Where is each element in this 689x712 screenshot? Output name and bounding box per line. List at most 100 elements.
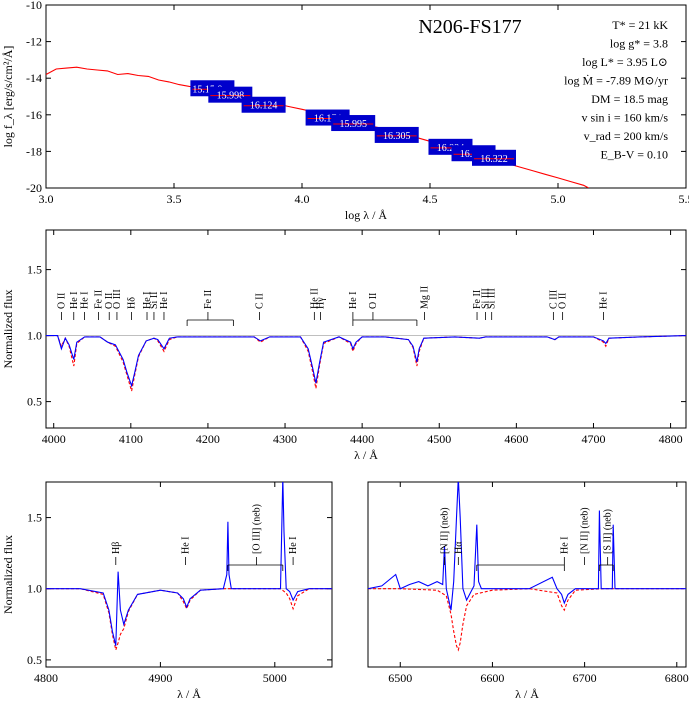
y-tick-label: -10 xyxy=(26,0,42,12)
line-id: C II xyxy=(255,293,266,320)
line-id-label: Mg II xyxy=(420,286,431,309)
line-id: Fe II xyxy=(93,290,104,320)
photometry-label: 16.305 xyxy=(383,131,411,142)
line-id: Fe II xyxy=(186,290,234,326)
x-tick-label: 5.0 xyxy=(551,192,566,206)
photometry-box xyxy=(331,115,376,132)
x-tick-label: 4700 xyxy=(581,432,605,446)
line-id-label: O II xyxy=(104,293,115,309)
line-id: O II xyxy=(56,293,67,320)
line-id: [O III] (neb) xyxy=(227,504,284,571)
y-tick-label: -16 xyxy=(26,108,42,122)
y-tick-label: 1.5 xyxy=(27,263,42,277)
x-tick-label: 6600 xyxy=(480,671,504,685)
parameter-8: E_B-V = 0.10 xyxy=(600,148,668,162)
x-tick-label: 4900 xyxy=(148,671,172,685)
x-axis-label: λ / Å xyxy=(177,687,201,701)
x-axis-label: λ / Å xyxy=(354,448,378,462)
line-id-label: O III xyxy=(112,289,123,309)
parameter-4: log Ṁ = -7.89 M⊙/yr xyxy=(564,74,668,88)
chart-panel-1: 3.0 3.5 4.0 4.5 5.0 5.5 -10 -12 -14 -16 -18 -20 log … xyxy=(1,0,689,222)
line-id-label: He I xyxy=(142,292,153,310)
series-line-model xyxy=(46,588,332,653)
photometry-point: 16.322 xyxy=(472,149,516,166)
line-id: He II xyxy=(309,288,320,320)
line-id: Hγ xyxy=(316,297,327,320)
line-id-label: O II xyxy=(56,293,67,309)
line-id: He I xyxy=(159,292,170,320)
chart-panel-3: 4800 4900 5000 0.5 1.0 1.5 λ / Å Normalized flu… xyxy=(1,481,333,701)
line-id-label: C II xyxy=(255,293,266,309)
line-id: He I xyxy=(288,537,299,565)
series-line-observed xyxy=(368,482,686,611)
x-tick-label: 3.0 xyxy=(39,192,54,206)
line-id: Hδ xyxy=(127,297,138,320)
photometry-point: 16.124 xyxy=(241,96,286,113)
line-id: He I xyxy=(80,292,91,320)
line-id-label: Hγ xyxy=(316,297,327,309)
parameter-5: DM = 18.5 mag xyxy=(591,92,668,106)
line-id: He I xyxy=(476,537,570,571)
line-id-label: He I xyxy=(181,537,192,555)
line-id: Si III xyxy=(487,288,498,320)
line-id-label: [N II] (neb) xyxy=(580,507,591,554)
line-id: O III xyxy=(112,289,123,320)
x-tick-label: 4200 xyxy=(196,432,220,446)
line-id-label: He I xyxy=(559,537,570,555)
photometry-box xyxy=(241,96,286,113)
line-id-label: Hδ xyxy=(127,297,138,309)
y-tick-label: 0.5 xyxy=(27,653,42,667)
x-tick-label: 4000 xyxy=(42,432,66,446)
line-id-label: [S II] (neb) xyxy=(603,509,614,554)
plot-frame xyxy=(45,4,687,189)
y-tick-label: 1.5 xyxy=(27,511,42,525)
x-tick-label: 5000 xyxy=(263,671,287,685)
y-tick-label: -12 xyxy=(26,35,42,49)
x-axis-label: log λ / Å xyxy=(345,208,387,222)
y-axis-label: log f_λ [erg/s/cm²/Å] xyxy=(1,46,15,148)
line-id: O II xyxy=(368,293,379,320)
plot-frame xyxy=(45,229,687,429)
photometry-box xyxy=(472,149,516,166)
line-id-label: O II xyxy=(368,293,379,309)
x-tick-label: 6500 xyxy=(388,671,412,685)
line-id: [N II] (neb) xyxy=(580,507,591,565)
line-id-label: Si III xyxy=(481,288,492,309)
line-id: [N II] (neb) xyxy=(440,507,451,565)
line-id-label: Fe II xyxy=(472,290,483,309)
line-id-label: He I xyxy=(348,292,359,310)
x-tick-label: 5.5 xyxy=(679,192,689,206)
y-tick-label: -18 xyxy=(26,144,42,158)
x-tick-label: 4600 xyxy=(504,432,528,446)
line-id-label: Fe II xyxy=(203,290,214,309)
line-id: He I xyxy=(598,292,609,320)
line-id-label: He I xyxy=(159,292,170,310)
line-id: O II xyxy=(104,293,115,320)
y-tick-label: 1.0 xyxy=(27,329,42,343)
photometry-point: 15.998 xyxy=(208,86,253,103)
series-line-observed xyxy=(46,335,686,388)
line-id-label: Fe II xyxy=(93,290,104,309)
y-tick-label: -14 xyxy=(26,71,42,85)
line-id-label: C III xyxy=(548,290,559,309)
y-axis-label: Normalized flux xyxy=(1,535,15,614)
photometry-point: 16.305 xyxy=(374,126,419,143)
photometry-label: 16.224 xyxy=(437,143,465,154)
series-line-observed xyxy=(46,482,332,646)
y-axis-label: Normalized flux xyxy=(1,290,15,369)
line-id: Hα xyxy=(453,541,464,565)
x-axis-label: λ / Å xyxy=(515,687,539,701)
line-id: Si II xyxy=(149,292,160,320)
star-name: N206-FS177 xyxy=(418,16,521,38)
line-id: Si III xyxy=(481,288,492,320)
x-tick-label: 4.0 xyxy=(295,192,310,206)
x-tick-label: 3.5 xyxy=(167,192,182,206)
line-id: O II xyxy=(558,293,569,320)
line-id-label: He I xyxy=(80,292,91,310)
series-line-model xyxy=(368,588,686,652)
line-id: He I xyxy=(181,537,192,565)
x-tick-label: 4800 xyxy=(659,432,683,446)
line-id: He I xyxy=(142,292,153,320)
x-tick-label: 6800 xyxy=(665,671,689,685)
